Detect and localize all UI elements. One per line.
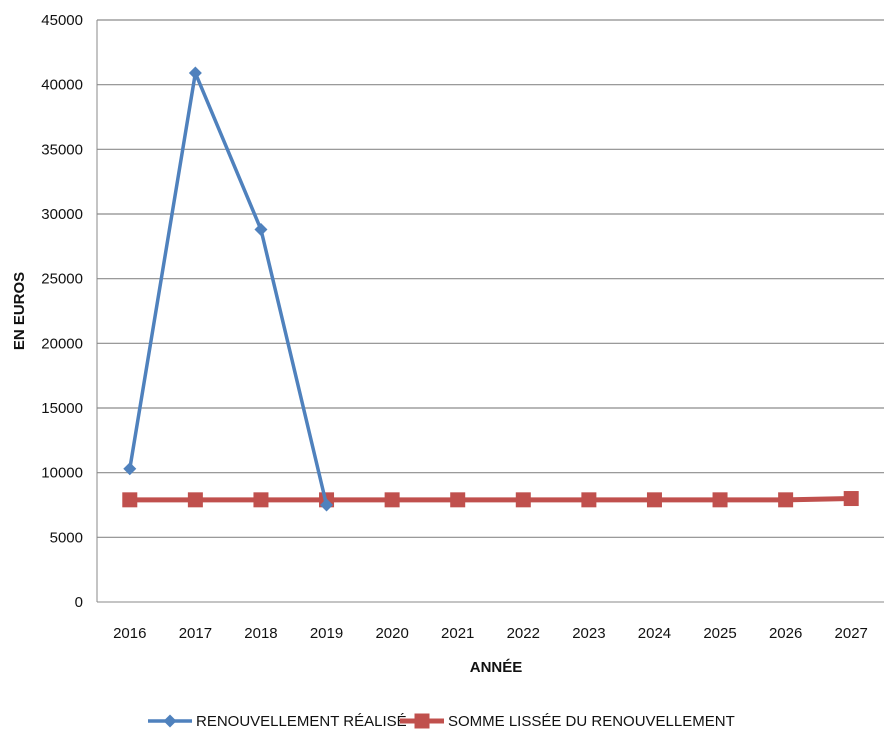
y-tick-label: 5000 (50, 529, 83, 546)
y-tick-label: 20000 (41, 335, 83, 352)
legend-marker (163, 714, 177, 728)
data-point (778, 492, 794, 508)
y-tick-label: 40000 (41, 77, 83, 94)
x-tick-label: 2020 (375, 625, 408, 642)
y-tick-label: 25000 (41, 271, 83, 288)
data-point (188, 66, 202, 80)
data-point (187, 492, 203, 508)
data-point (450, 492, 466, 508)
x-tick-label: 2024 (638, 625, 671, 642)
series-somme-lissee (122, 491, 859, 508)
y-tick-label: 0 (75, 594, 83, 611)
legend-marker (414, 713, 430, 729)
legend-item: SOMME LISSÉE DU RENOUVELLEMENT (400, 713, 735, 730)
gridlines (97, 19, 884, 538)
data-point (320, 498, 334, 512)
legend-label: RENOUVELLEMENT RÉALISÉ (196, 713, 407, 730)
legend: RENOUVELLEMENT RÉALISÉ SOMME LISSÉE DU RE… (148, 713, 735, 730)
data-point (646, 492, 662, 508)
x-tick-label: 2018 (244, 625, 277, 642)
data-point (581, 492, 597, 508)
series-renouvellement-realise (123, 66, 334, 512)
data-point (843, 491, 859, 507)
data-point (712, 492, 728, 508)
series-line (128, 71, 329, 506)
x-tick-label: 2025 (703, 625, 736, 642)
data-point (253, 492, 269, 508)
data-point (123, 462, 137, 476)
y-tick-label: 10000 (41, 465, 83, 482)
x-axis-title: ANNÉE (470, 659, 523, 676)
x-tick-label: 2027 (835, 625, 868, 642)
x-tick-labels: 2016 2017 2018 2019 2020 2021 2022 2023 2024 2025… (113, 625, 868, 642)
y-tick-label: 15000 (41, 400, 83, 417)
axes (96, 20, 884, 603)
legend-label: SOMME LISSÉE DU RENOUVELLEMENT (448, 713, 735, 730)
y-tick-label: 35000 (41, 141, 83, 158)
x-tick-label: 2026 (769, 625, 802, 642)
legend-item: RENOUVELLEMENT RÉALISÉ (148, 713, 407, 730)
x-tick-label: 2022 (507, 625, 540, 642)
data-point (384, 492, 400, 508)
x-tick-label: 2023 (572, 625, 605, 642)
x-tick-label: 2021 (441, 625, 474, 642)
data-point (254, 223, 268, 237)
series-line (129, 496, 852, 503)
series-layer (122, 66, 859, 512)
y-tick-labels: 0 5000 10000 15000 20000 25000 30000 35000 40000… (41, 12, 83, 611)
y-axis-title: EN EUROS (11, 272, 28, 350)
data-point (515, 492, 531, 508)
data-point (122, 492, 138, 508)
x-tick-label: 2019 (310, 625, 343, 642)
x-tick-label: 2016 (113, 625, 146, 642)
x-tick-label: 2017 (179, 625, 212, 642)
y-tick-label: 45000 (41, 12, 83, 29)
y-tick-label: 30000 (41, 206, 83, 223)
